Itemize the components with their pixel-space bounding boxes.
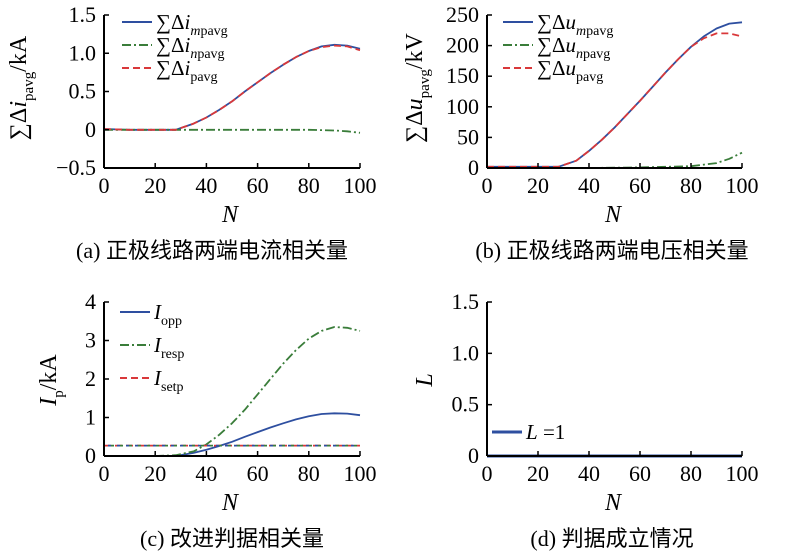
axes-c: 0 20 40 60 80 100 0 1 2 3 4 — [85, 289, 377, 486]
y-tick-label-c-4: 4 — [85, 289, 96, 314]
y-tick-label-a-4: 1.5 — [69, 2, 97, 27]
legend-b: ∑Δumpavg∑Δunpavg∑Δupavg — [503, 10, 613, 85]
x-tick-label-d-2: 40 — [578, 461, 600, 486]
y-tick-label-d-1: 0.5 — [452, 392, 480, 417]
y-tick-label-b-4: 200 — [446, 33, 479, 58]
x-tick-label-b-2: 40 — [578, 173, 600, 198]
legend-label-a-1: ∑Δinpavg — [156, 33, 225, 62]
legend-label-c-1: Iresp — [153, 333, 184, 362]
y-tick-label-a-0: −0.5 — [56, 155, 96, 180]
x-tick-label-d-4: 80 — [680, 461, 702, 486]
x-axis-label-c: N — [221, 490, 240, 516]
x-tick-label-b-0: 0 — [482, 173, 493, 198]
y-tick-label-b-3: 150 — [446, 63, 479, 88]
x-tick-label-a-4: 80 — [298, 173, 320, 198]
x-tick-label-b-1: 20 — [527, 173, 549, 198]
x-tick-label-b-5: 100 — [726, 173, 759, 198]
y-tick-label-b-1: 50 — [457, 124, 479, 149]
series-line-a-0 — [103, 43, 361, 131]
x-tick-label-d-3: 60 — [629, 461, 651, 486]
panel-c: 0 20 40 60 80 100 0 1 2 3 4 Iopp Iresp Isetp N Ip/kA… — [36, 289, 377, 551]
y-axis-label-b: ∑Δupavg/kV — [402, 32, 433, 142]
x-tick-label-d-5: 100 — [726, 461, 759, 486]
y-axis-label-c: Ip/kA — [36, 354, 67, 407]
x-tick-label-c-3: 60 — [247, 461, 269, 486]
y-tick-label-a-2: 0.5 — [69, 79, 97, 104]
y-tick-label-a-1: 0 — [85, 117, 96, 142]
y-tick-label-c-3: 3 — [85, 328, 96, 353]
x-tick-label-b-3: 60 — [629, 173, 651, 198]
y-tick-label-b-0: 0 — [468, 155, 479, 180]
series-line-c-1 — [104, 326, 361, 457]
x-tick-label-a-1: 20 — [144, 173, 166, 198]
series-layer-a — [103, 43, 361, 134]
panel-d: 0 20 40 60 80 100 0 0.5 1.0 1.5 L =1 N L (d) 判据成立… — [412, 289, 759, 551]
caption-d: (d) 判据成立情况 — [530, 526, 693, 551]
series-line-b-2 — [487, 32, 743, 168]
caption-b: (b) 正极线路两端电压相关量 — [475, 238, 748, 263]
y-tick-label-d-0: 0 — [468, 443, 479, 468]
x-tick-label-d-0: 0 — [482, 461, 493, 486]
x-tick-label-d-1: 20 — [527, 461, 549, 486]
y-tick-label-d-2: 1.0 — [452, 340, 480, 365]
legend-label-c-2: Isetp — [153, 366, 184, 395]
y-axis-label-a: ∑Δipavg/kA — [6, 35, 37, 140]
series-line-b-1 — [487, 151, 743, 169]
x-tick-label-a-3: 60 — [247, 173, 269, 198]
panel-a: 0 20 40 60 80 100−0.500.51.01.5 ∑Δimpavg∑Δinp… — [6, 2, 377, 263]
legend-label-a-2: ∑Δipavg — [156, 56, 218, 85]
y-axis-label-d: L — [412, 373, 438, 387]
legend-label-c-0: Iopp — [153, 300, 182, 329]
x-axis-label-d: N — [604, 490, 623, 516]
y-tick-label-a-3: 1.0 — [69, 40, 97, 65]
x-tick-label-c-2: 40 — [195, 461, 217, 486]
axes-d: 0 20 40 60 80 100 0 0.5 1.0 1.5 — [452, 289, 759, 486]
x-axis-label-a: N — [221, 202, 240, 228]
legend-label-d-0: L =1 — [525, 420, 565, 444]
x-tick-label-a-5: 100 — [344, 173, 377, 198]
y-tick-label-c-2: 2 — [85, 366, 96, 391]
y-tick-label-b-2: 100 — [446, 94, 479, 119]
series-line-c-0 — [104, 412, 361, 457]
legend-label-b-2: ∑Δupavg — [537, 56, 603, 85]
legend-label-b-0: ∑Δumpavg — [537, 10, 613, 39]
x-axis-label-b: N — [604, 202, 623, 228]
axes-a: 0 20 40 60 80 100−0.500.51.01.5 — [56, 2, 376, 198]
x-tick-label-c-1: 20 — [144, 461, 166, 486]
x-tick-label-c-0: 0 — [99, 461, 110, 486]
legend-c: Iopp Iresp Isetp — [120, 300, 184, 395]
legend-a: ∑Δimpavg∑Δinpavg∑Δipavg — [122, 10, 228, 85]
y-tick-label-c-0: 0 — [85, 443, 96, 468]
series-line-b-0 — [487, 21, 743, 168]
series-line-a-2 — [103, 44, 361, 131]
y-tick-label-b-5: 250 — [446, 2, 479, 27]
x-tick-label-c-5: 100 — [344, 461, 377, 486]
legend-label-b-1: ∑Δunpavg — [537, 33, 610, 62]
x-tick-label-c-4: 80 — [298, 461, 320, 486]
y-tick-label-d-3: 1.5 — [452, 289, 480, 314]
legend-label-a-0: ∑Δimpavg — [156, 10, 228, 39]
caption-a: (a) 正极线路两端电流相关量 — [76, 238, 348, 263]
legend-d: L =1 — [492, 420, 565, 444]
caption-c: (c) 改进判据相关量 — [140, 526, 324, 551]
y-tick-label-c-1: 1 — [85, 405, 96, 430]
x-tick-label-a-0: 0 — [99, 173, 110, 198]
x-tick-label-b-4: 80 — [680, 173, 702, 198]
x-tick-label-a-2: 40 — [195, 173, 217, 198]
series-layer-c — [104, 326, 361, 457]
